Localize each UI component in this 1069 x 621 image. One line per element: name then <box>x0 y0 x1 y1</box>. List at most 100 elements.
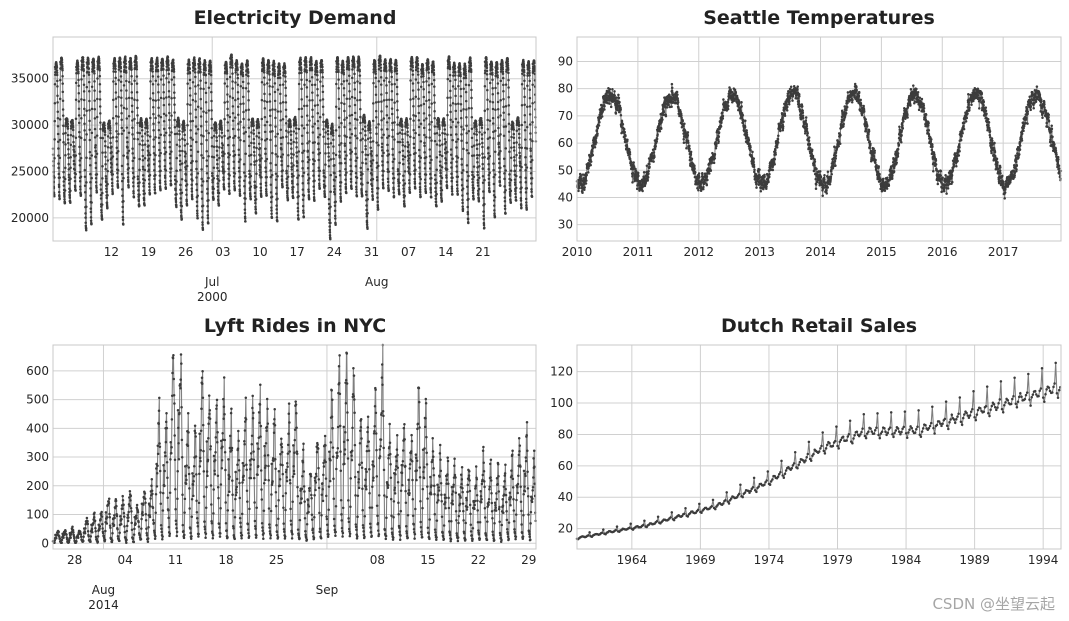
data-point <box>503 172 506 175</box>
data-point <box>87 71 91 74</box>
data-point <box>145 121 149 125</box>
data-point <box>297 174 300 177</box>
data-point <box>327 155 330 158</box>
data-point <box>519 204 523 207</box>
data-point <box>469 56 472 60</box>
data-point <box>127 186 130 189</box>
data-point <box>55 66 59 69</box>
data-point <box>140 129 144 132</box>
data-point <box>141 173 145 177</box>
data-point <box>135 57 138 61</box>
data-point <box>348 97 351 100</box>
data-point <box>337 107 341 111</box>
data-point <box>429 195 433 199</box>
data-point <box>418 186 422 189</box>
data-point <box>85 109 88 113</box>
data-point <box>335 82 338 86</box>
data-point <box>174 188 177 192</box>
data-point <box>306 141 309 145</box>
data-point <box>379 60 382 63</box>
data-point <box>116 186 120 189</box>
data-point <box>98 69 101 72</box>
data-point <box>126 176 130 179</box>
data-point <box>131 119 134 122</box>
data-point <box>430 158 433 162</box>
data-point <box>465 164 469 167</box>
data-point <box>429 172 432 176</box>
data-point <box>448 79 452 83</box>
data-point <box>148 153 152 157</box>
data-point <box>444 161 448 165</box>
data-point <box>270 173 274 177</box>
data-point <box>220 128 223 132</box>
data-point <box>429 191 433 194</box>
data-point <box>486 146 490 149</box>
data-point <box>184 168 188 171</box>
data-point <box>449 89 452 93</box>
data-point <box>284 108 288 112</box>
data-point <box>413 159 416 162</box>
data-point <box>306 173 310 176</box>
data-point <box>434 200 438 204</box>
data-point <box>88 89 91 93</box>
data-point <box>202 71 206 74</box>
data-point <box>222 176 225 179</box>
data-point <box>497 126 500 130</box>
data-point <box>296 176 299 179</box>
data-point <box>455 140 458 143</box>
data-point <box>262 68 266 72</box>
data-point <box>448 73 452 77</box>
data-point <box>518 154 522 158</box>
data-point <box>412 128 415 132</box>
data-point <box>233 134 237 138</box>
data-point <box>518 146 521 149</box>
data-point <box>69 133 73 137</box>
data-point <box>488 100 492 103</box>
data-point <box>380 100 383 103</box>
data-point <box>455 165 458 168</box>
data-point <box>483 155 486 159</box>
data-point <box>316 112 320 115</box>
data-point <box>228 153 231 157</box>
data-point <box>62 132 65 136</box>
data-point <box>275 208 278 211</box>
data-point <box>196 172 200 175</box>
data-point <box>343 109 346 113</box>
data-point <box>79 136 83 140</box>
data-point <box>318 187 321 190</box>
data-point <box>406 145 410 149</box>
data-point <box>380 119 383 122</box>
data-point <box>339 161 343 165</box>
data-point <box>221 165 224 168</box>
data-point <box>449 96 452 99</box>
data-point <box>503 204 507 208</box>
data-point <box>110 169 114 173</box>
data-point <box>434 197 438 201</box>
data-point <box>206 187 209 191</box>
data-point <box>138 142 142 146</box>
data-point <box>209 82 213 85</box>
data-point <box>332 184 336 188</box>
data-point <box>423 162 427 165</box>
data-point <box>529 149 532 152</box>
data-point <box>496 70 499 74</box>
data-point <box>243 184 246 188</box>
data-point <box>191 98 195 102</box>
data-point <box>487 183 491 187</box>
data-point <box>204 91 208 95</box>
data-point <box>173 118 176 122</box>
data-point <box>280 155 283 159</box>
data-point <box>154 79 158 83</box>
data-point <box>119 66 123 70</box>
data-point <box>100 218 104 221</box>
data-point <box>157 90 160 94</box>
data-point <box>55 73 59 77</box>
data-point <box>77 72 80 75</box>
data-point <box>159 96 163 100</box>
data-point <box>497 145 501 149</box>
data-point <box>339 185 342 188</box>
data-point <box>80 78 83 81</box>
data-point <box>398 140 402 144</box>
data-point <box>340 141 343 145</box>
